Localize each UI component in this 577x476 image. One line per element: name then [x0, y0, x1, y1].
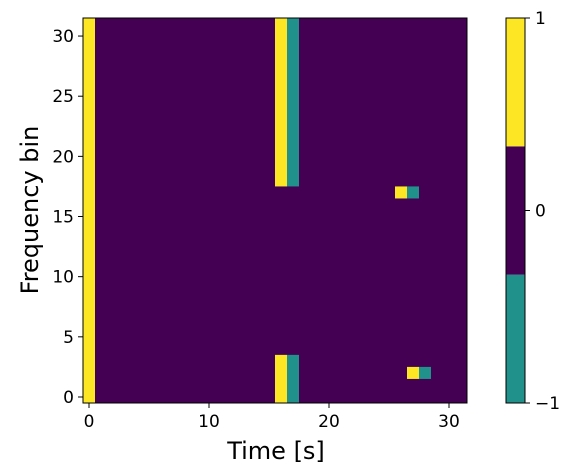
heatmap-cell-2 [287, 354, 299, 403]
colorbar-tick-label-0: −1 [535, 394, 560, 414]
colorbar-segment-2 [506, 18, 525, 147]
y-tick-label-4: 20 [52, 147, 74, 167]
heatmap-axes: 0 10 20 30 0 5 10 15 20 25 30 [52, 17, 468, 432]
x-tick-label-3: 30 [438, 412, 460, 432]
heatmap-plot-area [83, 18, 467, 403]
x-tick-label-0: 0 [84, 412, 95, 432]
y-tick-label-1: 5 [63, 328, 74, 348]
heatmap-cell-4 [287, 18, 299, 187]
heatmap-cell-3 [275, 18, 287, 187]
y-tick-label-2: 10 [52, 268, 74, 288]
colorbar: −1 0 1 [505, 9, 560, 414]
heatmap-cell-6 [407, 186, 419, 199]
heatmap-cell-8 [419, 366, 431, 379]
y-axis-label: Frequency bin [16, 126, 44, 295]
x-tick-label-1: 10 [198, 412, 220, 432]
plot-frame [82, 17, 468, 404]
colorbar-tick-label-1: 0 [535, 202, 546, 222]
heatmap-cell-5 [395, 186, 407, 199]
y-tick-label-3: 15 [52, 208, 74, 228]
heatmap-cell-7 [407, 366, 419, 379]
heatmap-cell-1 [275, 354, 287, 403]
colorbar-segment-1 [506, 146, 525, 275]
y-tick-label-0: 0 [63, 388, 74, 408]
x-tick-label-2: 20 [318, 412, 340, 432]
x-axis-label: Time [s] [226, 437, 325, 465]
colorbar-tick-label-2: 1 [535, 9, 546, 29]
colorbar-segment-0 [506, 274, 525, 403]
y-tick-label-5: 25 [52, 87, 74, 107]
heatmap-cell-0 [83, 18, 95, 403]
y-tick-label-6: 30 [52, 27, 74, 47]
